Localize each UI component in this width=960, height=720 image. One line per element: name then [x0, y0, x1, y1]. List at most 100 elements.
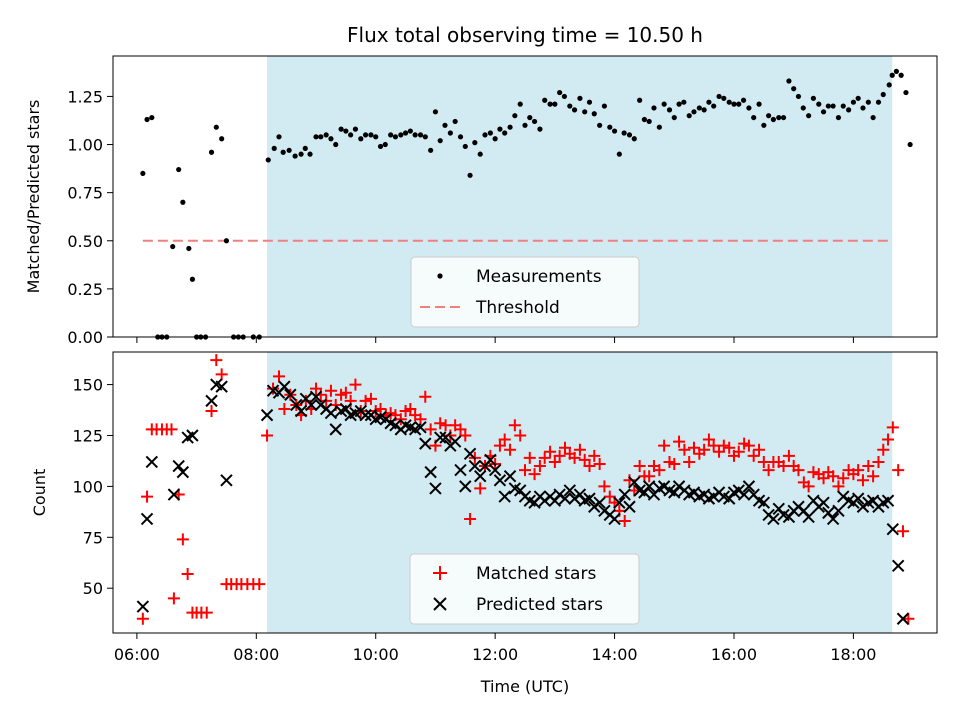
- matched-star-point: [167, 592, 180, 605]
- predicted-star-point: [324, 406, 338, 420]
- measurement-point: [561, 93, 568, 100]
- y-tick-label: 0.00: [67, 328, 103, 347]
- predicted-star-point: [817, 496, 830, 509]
- measurement-point: [318, 134, 324, 140]
- measurement-point: [726, 99, 732, 105]
- predicted-star-points: [136, 378, 910, 625]
- measurement-point: [571, 107, 578, 113]
- matched-star-point: [717, 439, 730, 452]
- predicted-star-point: [618, 488, 631, 501]
- matched-star-point: [310, 382, 323, 395]
- matched-star-point: [673, 435, 686, 448]
- measurement-point: [428, 147, 434, 153]
- measurement-point: [706, 99, 712, 105]
- measurement-point: [661, 101, 667, 107]
- measurement-point: [452, 118, 458, 125]
- matched-star-point: [272, 370, 285, 383]
- matched-star-point: [504, 443, 517, 456]
- predicted-star-point: [176, 465, 190, 479]
- matched-star-point: [508, 419, 521, 432]
- measurement-point: [626, 132, 633, 138]
- predicted-star-point: [826, 512, 840, 526]
- matched-star-point: [544, 445, 557, 458]
- matched-star-point: [633, 460, 646, 473]
- matched-star-point: [896, 525, 909, 538]
- predicted-star-point: [215, 380, 228, 393]
- count-panel: 50 75 100 125 150 06:00 08:00 10:00 12:00 14:00 1…: [30, 351, 938, 664]
- matched-star-point: [253, 578, 266, 591]
- measurement-point: [343, 128, 349, 134]
- matched-star-point: [792, 464, 805, 477]
- count-x-ticks: 06:00 08:00 10:00 12:00 14:00 16:00 18:00: [114, 633, 876, 664]
- measurement-point: [686, 113, 692, 119]
- matched-star-point: [762, 464, 775, 477]
- measurement-point: [388, 132, 394, 138]
- measurement-point: [333, 141, 339, 148]
- measurement-point: [208, 149, 215, 155]
- matched-star-point: [742, 439, 755, 452]
- measurement-point: [825, 103, 831, 109]
- measurement-point: [223, 238, 230, 244]
- measurement-point: [362, 132, 369, 138]
- matched-star-point: [827, 470, 840, 483]
- matched-star-point: [474, 482, 487, 495]
- measurement-point: [850, 99, 857, 105]
- predicted-star-point: [459, 480, 472, 493]
- predicted-star-point: [767, 512, 780, 526]
- legend-matched-label: Matched stars: [476, 564, 596, 584]
- measurement-point: [840, 103, 846, 109]
- measurement-point: [352, 126, 359, 132]
- predicted-star-point: [167, 488, 181, 501]
- matched-star-point: [862, 460, 875, 473]
- ratio-x-ticks: [136, 337, 854, 343]
- measurement-point: [567, 103, 573, 109]
- measurement-point: [477, 151, 483, 157]
- measurement-point: [497, 126, 503, 132]
- y-tick-label: 50: [83, 579, 103, 598]
- predicted-star-point: [294, 404, 308, 418]
- legend-predicted-label: Predicted stars: [476, 595, 603, 615]
- predicted-star-point: [463, 447, 477, 461]
- matched-star-point: [852, 464, 865, 477]
- measurement-point: [502, 130, 508, 136]
- matched-star-point: [867, 470, 880, 483]
- measurement-point: [736, 101, 742, 107]
- measurement-point: [276, 134, 282, 140]
- matched-star-point: [653, 464, 666, 477]
- measurement-point: [681, 99, 687, 105]
- predicted-star-point: [583, 492, 596, 505]
- predicted-star-point: [642, 480, 656, 493]
- predicted-star-point: [613, 496, 626, 509]
- measurement-point: [144, 116, 150, 123]
- y-tick-label: 100: [72, 477, 103, 496]
- x-tick-label: 10:00: [353, 645, 399, 664]
- matched-star-point: [404, 403, 417, 416]
- predicted-star-point: [563, 484, 576, 497]
- x-tick-label: 16:00: [711, 645, 757, 664]
- y-tick-label: 1.25: [67, 87, 103, 106]
- measurement-point: [776, 114, 782, 121]
- matched-star-point: [583, 460, 596, 473]
- measurement-point: [186, 245, 192, 252]
- predicted-star-point: [493, 474, 507, 487]
- figure-title: Flux total observing time = 10.50 h: [347, 23, 703, 47]
- predicted-star-point: [454, 463, 467, 477]
- measurement-point: [487, 130, 493, 136]
- matched-star-point: [678, 443, 691, 456]
- predicted-star-point: [593, 496, 606, 509]
- measurement-point: [731, 101, 737, 107]
- matched-star-point: [573, 443, 586, 456]
- measurement-point: [265, 157, 271, 163]
- count-axes-frame: [112, 351, 938, 634]
- measurement-point: [286, 147, 292, 153]
- x-tick-label: 12:00: [472, 645, 518, 664]
- matched-star-point: [713, 445, 726, 458]
- matched-star-point: [578, 453, 591, 466]
- matched-star-point: [856, 474, 869, 487]
- measurement-point: [597, 122, 603, 128]
- matched-star-point: [598, 480, 611, 493]
- measurement-point: [417, 132, 424, 138]
- measurement-point: [402, 130, 409, 136]
- measurement-point: [527, 114, 533, 121]
- matched-star-point: [141, 490, 154, 503]
